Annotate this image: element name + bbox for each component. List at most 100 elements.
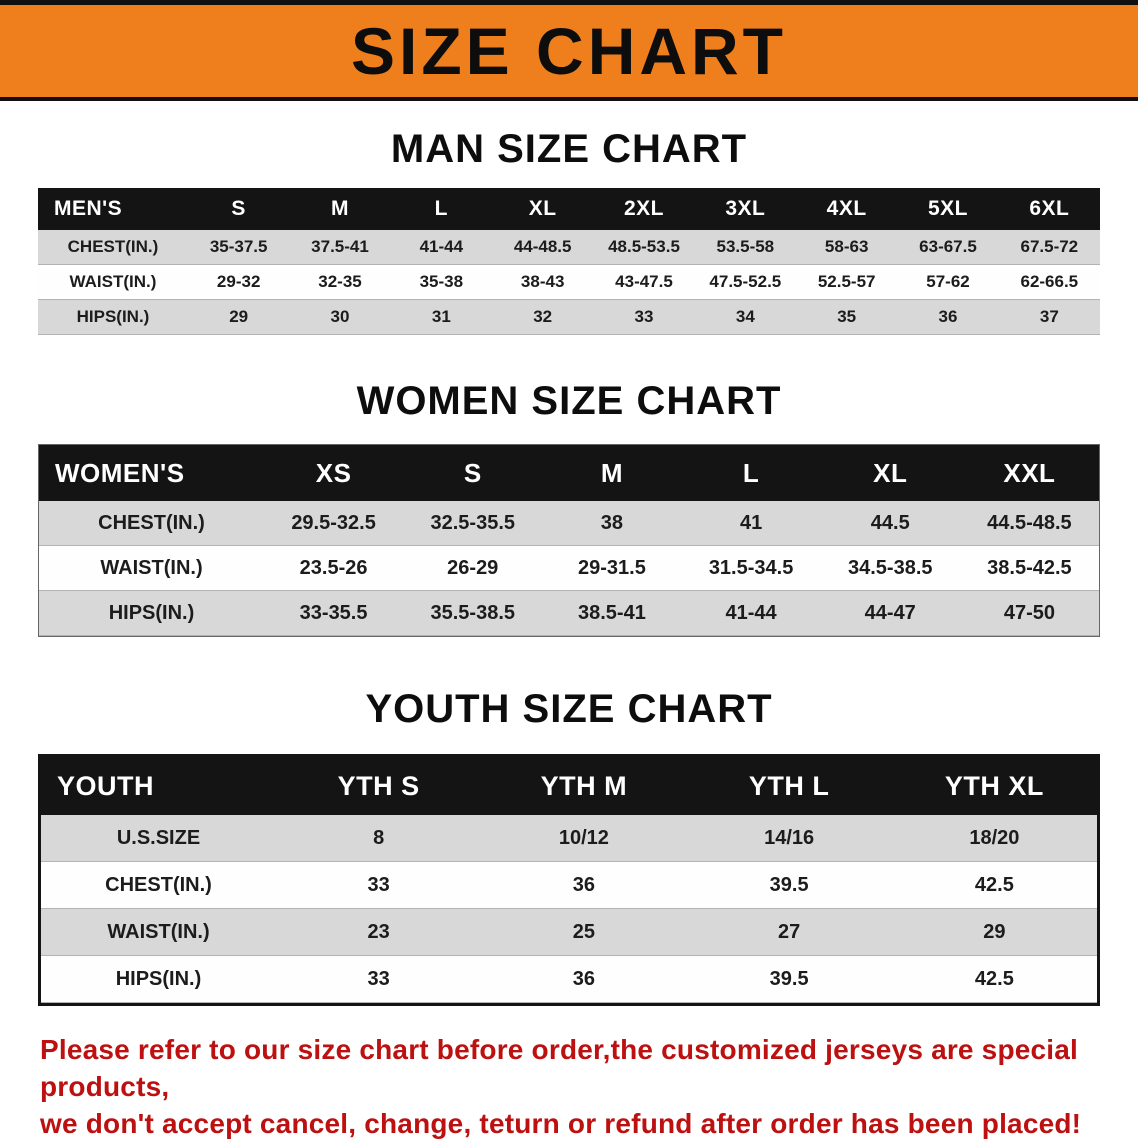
- value-cell: 58-63: [824, 237, 869, 256]
- column-header-cell: YTH L: [748, 770, 830, 801]
- value-cell: 31.5-34.5: [708, 556, 794, 579]
- value-cell: 36: [938, 307, 958, 326]
- column-header-cell: YTH XL: [944, 770, 1044, 801]
- value-cell: 18/20: [969, 826, 1020, 849]
- value-cell: 32: [533, 307, 553, 326]
- section-women: WOMEN SIZE CHART WOMEN'S XS S M L XL XXL CHEST(…: [0, 379, 1138, 637]
- section-youth: YOUTH SIZE CHART YOUTH YTH S YTH M YTH L YTH…: [0, 687, 1138, 1006]
- value-cell: 27: [778, 920, 801, 943]
- value-cell: 10/12: [558, 826, 609, 849]
- value-cell: 38.5-42.5: [987, 556, 1072, 579]
- value-cell: 29: [983, 920, 1006, 943]
- value-cell: 29: [229, 307, 249, 326]
- table-row: WAIST(IN.) 23 25 27 29: [41, 909, 1097, 956]
- value-cell: 37: [1039, 307, 1059, 326]
- row-label-cell: WAIST(IN.): [100, 556, 203, 579]
- value-cell: 29.5-32.5: [291, 511, 376, 534]
- women-section-heading: WOMEN SIZE CHART: [356, 379, 782, 423]
- value-cell: 35: [837, 307, 857, 326]
- row-label-cell: HIPS(IN.): [108, 601, 195, 624]
- value-cell: 44-48.5: [513, 237, 572, 256]
- value-cell: 67.5-72: [1020, 237, 1079, 256]
- column-header-cell: WOMEN'S: [55, 457, 185, 488]
- value-cell: 36: [572, 967, 595, 990]
- value-cell: 33: [367, 967, 390, 990]
- youth-section-heading: YOUTH SIZE CHART: [365, 687, 773, 731]
- column-header-cell: YTH M: [540, 770, 628, 801]
- value-cell: 33: [634, 307, 654, 326]
- column-header-cell: M: [330, 197, 349, 220]
- column-header-cell: XXL: [1003, 457, 1056, 488]
- value-cell: 29-31.5: [577, 556, 646, 579]
- column-header-cell: YOUTH: [57, 770, 154, 801]
- womens-size-table: WOMEN'S XS S M L XL XXL CHEST(IN.) 29.5-32.5 32.5…: [38, 444, 1100, 637]
- value-cell: 38-43: [520, 272, 565, 291]
- value-cell: 36: [572, 873, 595, 896]
- column-header-cell: S: [463, 457, 482, 488]
- value-cell: 41: [739, 511, 763, 534]
- value-cell: 32.5-35.5: [430, 511, 515, 534]
- row-label-cell: CHEST(IN.): [98, 511, 205, 534]
- value-cell: 53.5-58: [716, 237, 775, 256]
- table-row: CHEST(IN.) 29.5-32.5 32.5-35.5 38 41 44.5 44.5…: [39, 501, 1099, 546]
- row-label-cell: WAIST(IN.): [107, 920, 210, 943]
- column-header-cell: S: [231, 197, 246, 220]
- value-cell: 63-67.5: [919, 237, 977, 256]
- table-row: HIPS(IN.) 33 36 39.5 42.5: [41, 956, 1097, 1003]
- column-header-cell: XS: [315, 457, 352, 488]
- column-header-cell: MEN'S: [54, 197, 123, 220]
- value-cell: 57-62: [926, 272, 970, 291]
- table-row: CHEST(IN.) 33 36 39.5 42.5: [41, 862, 1097, 909]
- column-header-cell: 5XL: [927, 197, 968, 220]
- column-header-cell: L: [434, 197, 448, 220]
- value-cell: 35-38: [419, 272, 464, 291]
- value-cell: 44-47: [864, 601, 916, 624]
- value-cell: 39.5: [769, 967, 809, 990]
- value-cell: 14/16: [764, 826, 815, 849]
- value-cell: 35-37.5: [209, 237, 268, 256]
- value-cell: 42.5: [974, 873, 1014, 896]
- disclaimer-line-2: we don't accept cancel, change, teturn o…: [40, 1107, 1082, 1139]
- value-cell: 29-32: [216, 272, 261, 291]
- table-row: HIPS(IN.) 29 30 31 32 33 34 35 36 37: [38, 300, 1100, 335]
- table-row: CHEST(IN.) 35-37.5 37.5-41 41-44 44-48.5 48.5…: [38, 230, 1100, 265]
- column-header-cell: 2XL: [623, 197, 664, 220]
- column-header-cell: 4XL: [826, 197, 867, 220]
- table-header-row: MEN'S S M L XL 2XL 3XL 4XL 5XL 6XL: [38, 188, 1100, 230]
- value-cell: 38.5-41: [577, 601, 646, 624]
- value-cell: 33: [367, 873, 390, 896]
- value-cell: 34: [735, 307, 755, 326]
- disclaimer-note: Please refer to our size chart before or…: [40, 1032, 1102, 1143]
- column-header-cell: M: [600, 457, 623, 488]
- column-header-cell: 6XL: [1029, 197, 1070, 220]
- value-cell: 37.5-41: [311, 237, 369, 256]
- value-cell: 48.5-53.5: [608, 237, 680, 256]
- value-cell: 35.5-38.5: [430, 601, 515, 624]
- row-label-cell: U.S.SIZE: [116, 826, 201, 849]
- value-cell: 23: [367, 920, 390, 943]
- row-label-cell: CHEST(IN.): [105, 873, 212, 896]
- column-header-cell: XL: [528, 197, 557, 220]
- value-cell: 39.5: [769, 873, 809, 896]
- column-header-cell: XL: [873, 457, 908, 488]
- table-row: WAIST(IN.) 29-32 32-35 35-38 38-43 43-47.5 47.…: [38, 265, 1100, 300]
- value-cell: 52.5-57: [817, 272, 876, 291]
- value-cell: 41-44: [419, 237, 464, 256]
- value-cell: 34.5-38.5: [847, 556, 933, 579]
- disclaimer-line-1: Please refer to our size chart before or…: [40, 1034, 1079, 1102]
- value-cell: 41-44: [725, 601, 777, 624]
- value-cell: 44.5-48.5: [987, 511, 1072, 534]
- page-title: SIZE CHART: [351, 14, 787, 88]
- value-cell: 42.5: [974, 967, 1014, 990]
- section-men: MAN SIZE CHART MEN'S S M L XL 2XL 3XL 4XL 5XL 6XL…: [0, 127, 1138, 335]
- row-label-cell: WAIST(IN.): [69, 272, 157, 291]
- column-header-cell: YTH S: [337, 770, 420, 801]
- table-header-row: YOUTH YTH S YTH M YTH L YTH XL: [41, 757, 1097, 815]
- table-row: HIPS(IN.) 33-35.5 35.5-38.5 38.5-41 41-44 44-…: [39, 591, 1099, 636]
- value-cell: 44.5: [870, 511, 910, 534]
- column-header-cell: 3XL: [725, 197, 766, 220]
- value-cell: 43-47.5: [615, 272, 673, 291]
- men-section-heading: MAN SIZE CHART: [390, 127, 748, 171]
- value-cell: 30: [330, 307, 350, 326]
- value-cell: 47.5-52.5: [709, 272, 782, 291]
